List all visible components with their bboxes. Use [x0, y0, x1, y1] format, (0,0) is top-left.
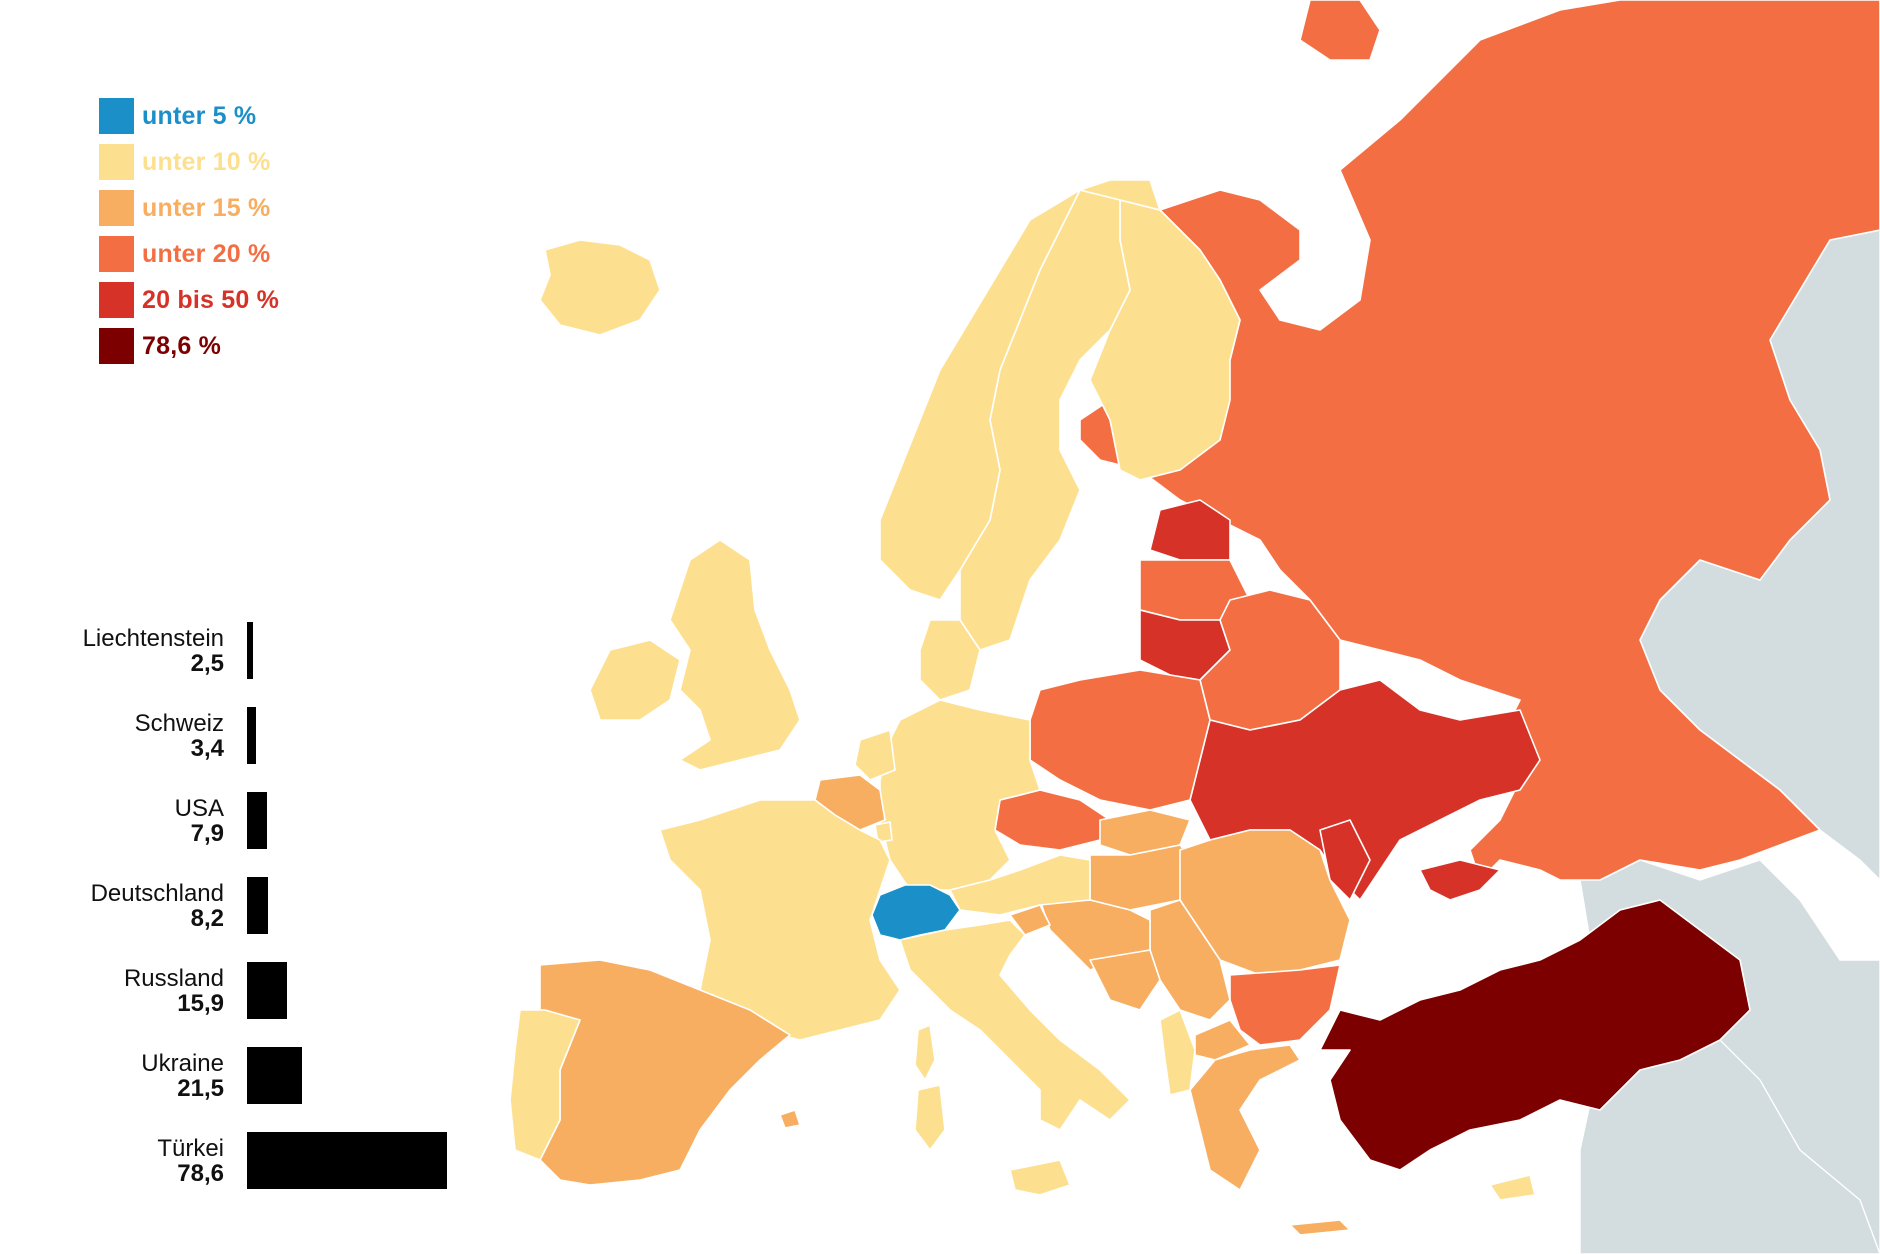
country-crete	[1289, 1219, 1351, 1236]
country-germany	[879, 699, 1041, 891]
country-corsica	[914, 1024, 936, 1081]
country-cyprus	[1489, 1174, 1536, 1201]
legend-item-78-6: 78,6 %	[99, 323, 279, 369]
country-czechia	[994, 789, 1111, 851]
country-bosnia	[1089, 949, 1161, 1011]
country-slovenia	[1009, 904, 1051, 936]
legend-label: unter 10 %	[142, 147, 271, 176]
legend-item-below-10: unter 10 %	[99, 139, 279, 185]
legend-label: unter 15 %	[142, 193, 271, 222]
country-sicily	[1009, 1159, 1071, 1196]
legend-label: 20 bis 50 %	[142, 285, 280, 314]
country-turkey	[1319, 899, 1751, 1171]
legend-label: 78,6 %	[142, 331, 222, 360]
legend-swatch	[99, 328, 134, 364]
country-italy	[899, 919, 1131, 1131]
legend-item-below-15: unter 15 %	[99, 185, 279, 231]
country-austria	[949, 854, 1091, 916]
legend-label: unter 20 %	[142, 239, 271, 268]
country-russia-north-island	[1299, 0, 1381, 61]
country-albania	[1159, 1009, 1196, 1096]
legend: unter 5 % unter 10 % unter 15 % unter 20…	[99, 93, 279, 369]
legend-item-20-to-50: 20 bis 50 %	[99, 277, 279, 323]
country-uk	[669, 539, 801, 771]
country-iceland	[539, 239, 661, 336]
country-portugal	[509, 1009, 581, 1161]
legend-swatch	[99, 282, 134, 318]
legend-item-below-5: unter 5 %	[99, 93, 279, 139]
country-north-macedonia	[1194, 1019, 1251, 1061]
country-bulgaria	[1229, 964, 1341, 1046]
country-sardinia	[914, 1084, 946, 1151]
country-greece	[1189, 1044, 1301, 1191]
legend-swatch	[99, 190, 134, 226]
country-france	[659, 799, 901, 1041]
country-crimea	[1419, 859, 1501, 901]
legend-item-below-20: unter 20 %	[99, 231, 279, 277]
country-denmark	[919, 619, 981, 701]
country-ireland	[589, 639, 681, 721]
country-balearic	[779, 1109, 801, 1129]
legend-swatch	[99, 98, 134, 134]
legend-label: unter 5 %	[142, 101, 257, 130]
country-poland	[1029, 669, 1211, 811]
country-moldova	[1319, 819, 1371, 901]
country-netherlands	[854, 729, 896, 781]
legend-swatch	[99, 236, 134, 272]
country-norway	[879, 179, 1161, 601]
legend-swatch	[99, 144, 134, 180]
country-luxembourg	[874, 821, 893, 843]
